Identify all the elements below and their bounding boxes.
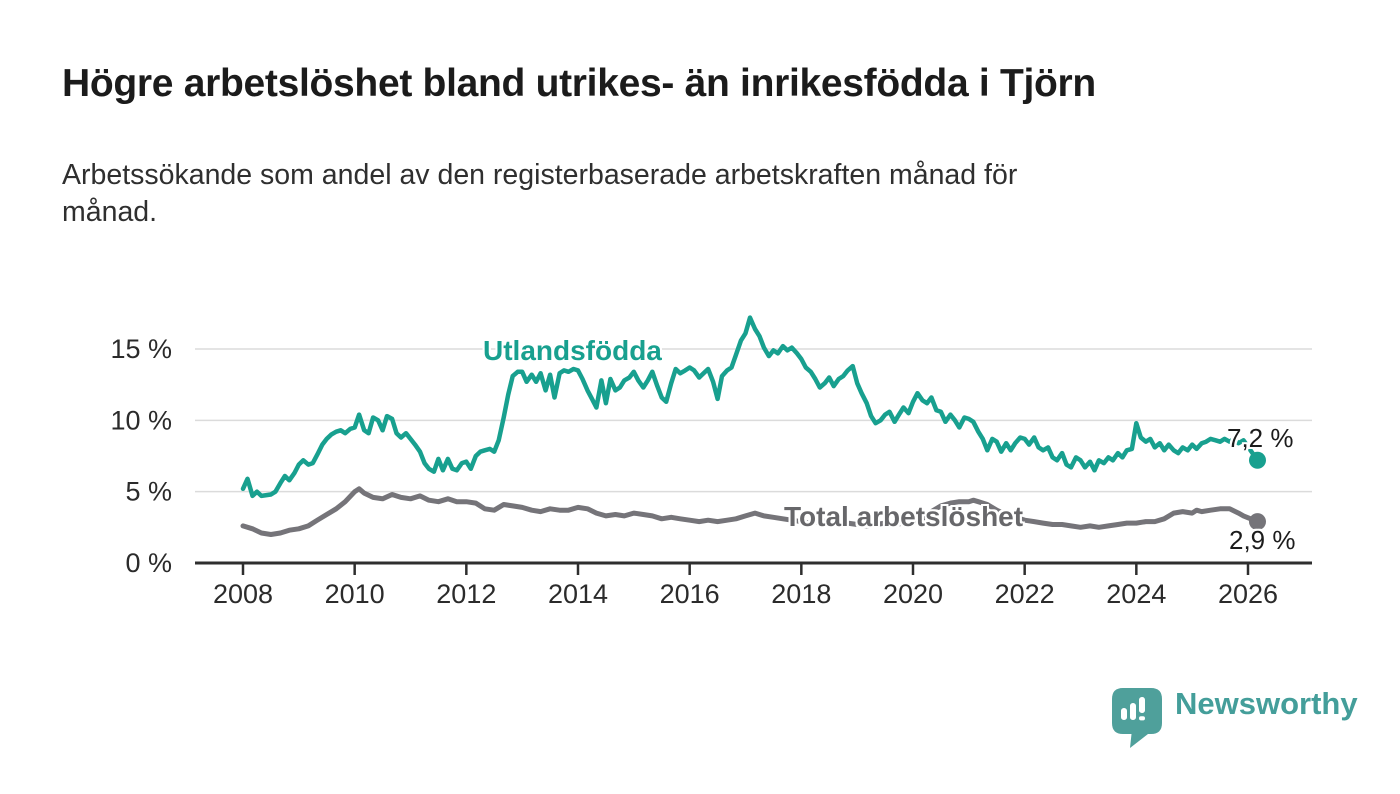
- end-dot-0: [1248, 451, 1266, 469]
- y-tick-label: 5 %: [125, 477, 172, 507]
- subtitle-line-2: månad.: [62, 196, 158, 228]
- y-tick-label: 15 %: [110, 334, 172, 364]
- x-tick-label: 2008: [213, 579, 273, 609]
- x-tick-label: 2020: [883, 579, 943, 609]
- newsworthy-logo: Newsworthy: [1112, 686, 1358, 750]
- latest-value-utlandsfodda: 7,2 %: [1227, 423, 1294, 453]
- newsworthy-bar-chart-icon: [1112, 688, 1162, 748]
- x-tick-label: 2010: [325, 579, 385, 609]
- series-line-0: [240, 315, 1260, 499]
- y-tick-label: 0 %: [125, 548, 172, 578]
- series-line-1: [240, 486, 1260, 537]
- brand-name: Newsworthy: [1175, 686, 1358, 721]
- page-title: Högre arbetslöshet bland utrikes- än inr…: [62, 62, 1096, 105]
- x-tick-label: 2022: [995, 579, 1055, 609]
- chart-subtitle: Arbetssökande som andel av den registerb…: [62, 157, 1017, 231]
- latest-value-total: 2,9 %: [1229, 525, 1296, 555]
- end-dot-1: [1248, 513, 1266, 531]
- x-tick-label: 2014: [548, 579, 608, 609]
- x-tick-label: 2012: [436, 579, 496, 609]
- subtitle-line-1: Arbetssökande som andel av den registerb…: [62, 159, 1018, 191]
- x-tick-label: 2024: [1106, 579, 1166, 609]
- x-tick-label: 2018: [771, 579, 831, 609]
- series-label-utlandsfodda: Utlandsfödda: [483, 335, 662, 366]
- series-label-total-arbetsloshet: Total arbetslöshet: [784, 501, 1024, 532]
- y-tick-label: 10 %: [110, 405, 172, 435]
- x-tick-label: 2016: [660, 579, 720, 609]
- x-tick-label: 2026: [1218, 579, 1278, 609]
